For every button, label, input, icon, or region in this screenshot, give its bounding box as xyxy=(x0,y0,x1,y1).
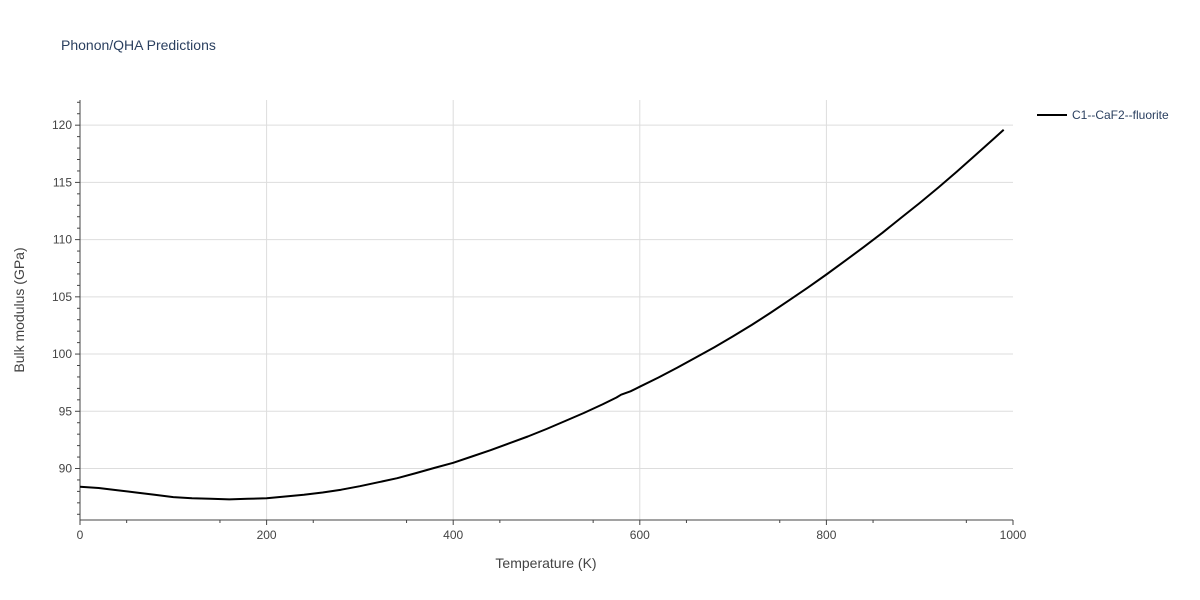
y-axis-label: Bulk modulus (GPa) xyxy=(11,247,27,372)
x-tick-label: 600 xyxy=(630,528,650,542)
axes: 0 200 400 600 800 1000 90 95 100 105 110 115 120 xyxy=(52,100,1027,542)
chart-title: Phonon/QHA Predictions xyxy=(61,37,216,53)
y-tick-label: 90 xyxy=(59,462,73,476)
y-tick-label: 95 xyxy=(59,404,73,418)
grid xyxy=(80,100,1013,520)
series-layer xyxy=(79,129,1005,501)
x-tick-label: 0 xyxy=(77,528,84,542)
x-tick-label: 1000 xyxy=(1000,528,1027,542)
x-axis-label: Temperature (K) xyxy=(495,555,596,571)
y-tick-label: 100 xyxy=(52,347,72,361)
legend-label: C1--CaF2--fluorite xyxy=(1072,108,1169,122)
y-tick-label: 115 xyxy=(53,175,72,189)
y-tick-label: 120 xyxy=(52,118,72,132)
x-tick-label: 200 xyxy=(257,528,277,542)
x-tick-label: 400 xyxy=(443,528,463,542)
x-tick-label: 800 xyxy=(816,528,836,542)
series-line xyxy=(79,129,1005,501)
y-tick-label: 105 xyxy=(52,290,72,304)
y-tick-label: 110 xyxy=(53,233,72,247)
legend[interactable]: C1--CaF2--fluorite xyxy=(1037,108,1169,122)
